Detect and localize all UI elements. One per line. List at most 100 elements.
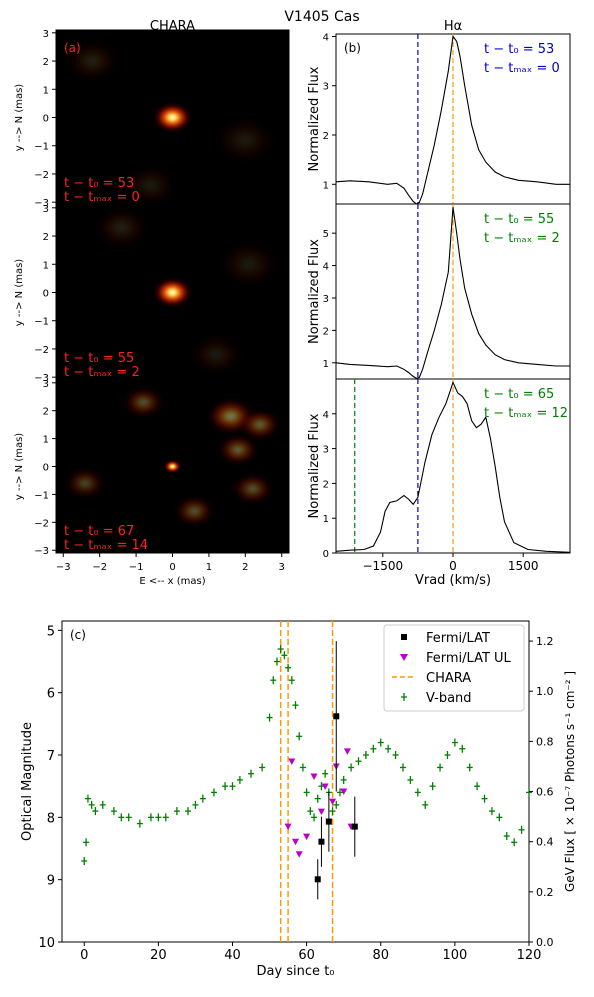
vband-point: [288, 676, 295, 685]
fermi-ul-marker: [317, 808, 325, 816]
y2-tick-label: 1.0: [536, 685, 554, 698]
vband-point: [307, 807, 314, 816]
chara-image-2: 3 2 1 0 −1 −2 −3 y --> N (mas) t − t₀ = 55t − tₘ…: [14, 204, 290, 384]
y-tick-label: −3: [34, 198, 49, 209]
x-tick-label: 0: [169, 562, 175, 573]
fermi-ul-marker: [310, 773, 318, 780]
y2-tick-label: 0.0: [536, 936, 554, 949]
x-tick-label: 80: [372, 948, 389, 963]
y-tick-label: 1: [43, 85, 49, 96]
vband-point: [92, 807, 99, 816]
vband-point: [84, 794, 91, 803]
image-blob: [63, 38, 122, 84]
vband-point: [377, 738, 384, 747]
vband-point: [277, 645, 284, 654]
y-axis-label: y --> N (mas): [14, 433, 25, 501]
fermi-marker: [351, 823, 358, 830]
vband-point: [340, 775, 347, 784]
fermi-ul-marker: [321, 783, 329, 791]
image-blob: [238, 407, 282, 442]
vband-point: [444, 751, 451, 760]
vband-point: [399, 763, 406, 772]
y-tick-label: 1: [323, 514, 329, 525]
vband-point: [503, 832, 510, 841]
y-axis-label: Normalized Flux: [307, 66, 322, 171]
x-tick-label: −1: [129, 562, 144, 573]
y-tick-label: 0: [43, 114, 49, 125]
fermi-ul-marker: [343, 748, 351, 755]
x-tick-label: 60: [298, 948, 315, 963]
vband-point: [526, 788, 532, 797]
y-tick-label: 0: [43, 463, 49, 474]
y-tick-label: −1: [34, 317, 49, 328]
image-blob: [163, 459, 182, 474]
y-axis-label: Normalized Flux: [307, 413, 322, 518]
y-axis-label: y --> N (mas): [14, 84, 25, 152]
vband-point: [414, 788, 421, 797]
y-tick-label: 3: [323, 82, 329, 93]
y-tick-label: 7: [47, 749, 55, 764]
x-tick-label: 40: [224, 948, 241, 963]
x-tick-label: −1500: [363, 559, 404, 573]
y-tick-label: 6: [47, 687, 55, 702]
vband-point: [314, 794, 321, 803]
y-tick-label: −2: [34, 345, 49, 356]
vband-point: [185, 807, 192, 816]
epoch-label: t − t₀ = 53: [64, 176, 134, 191]
chara-image-3: 3 2 1 0 −1 −2 −3 y --> N (mas) t − t₀ = 67t − tₘ…: [14, 379, 290, 557]
vband-point: [125, 813, 132, 822]
y-tick-label: 1: [323, 359, 329, 370]
y-tick-label: 2: [43, 232, 49, 243]
y-tick-label: 9: [47, 874, 55, 889]
y2-tick-label: 0.6: [536, 786, 554, 799]
epoch-label: t − t₀ = 65: [484, 387, 554, 402]
epoch-label: t − tₘₐₓ = 14: [64, 538, 148, 553]
spectrum-line: [335, 35, 570, 205]
x-tick-label: 100: [442, 948, 467, 963]
fermi-marker: [314, 876, 321, 883]
y-tick-label: 2: [43, 407, 49, 418]
y-tick-label: 2: [323, 479, 329, 490]
legend-marker: [400, 654, 408, 661]
fermi-ul-marker: [340, 788, 348, 796]
legend-marker: [401, 634, 407, 640]
vband-point: [299, 763, 306, 772]
x-tick-label: 120: [517, 948, 542, 963]
image-blob: [121, 385, 166, 420]
vband-point: [292, 701, 299, 710]
fermi-marker: [333, 713, 340, 720]
epoch-label: t − tₘₐₓ = 2: [484, 231, 560, 246]
y-tick-label: 3: [323, 445, 329, 456]
vband-point: [83, 838, 90, 847]
x-tick-label: 0: [449, 559, 457, 573]
x-tick-label: 3: [279, 562, 285, 573]
y-tick-label: −2: [34, 518, 49, 529]
image-blob: [230, 472, 275, 506]
figure-title: V1405 Cas: [284, 9, 359, 25]
image-blob: [92, 205, 151, 251]
spectrum-line: [335, 207, 570, 380]
y2-axis-label: GeV Flux [ × 10⁻⁷ Photons s⁻¹ cm⁻² ]: [563, 671, 577, 892]
image-blob: [172, 494, 217, 528]
image-blob: [216, 433, 260, 467]
vband-point: [259, 763, 266, 772]
vband-point: [110, 807, 117, 816]
vband-point: [459, 744, 466, 753]
y-axis-label: Optical Magnitude: [20, 722, 35, 841]
legend-box: [383, 624, 525, 712]
panel-label: (b): [344, 41, 361, 55]
vband-point: [222, 782, 229, 791]
legend-label: Fermi/LAT UL: [426, 651, 512, 666]
vband-point: [370, 744, 377, 753]
y-tick-label: 1: [43, 260, 49, 271]
vband-point: [173, 807, 180, 816]
fermi-ul-marker: [329, 798, 337, 806]
vband-point: [511, 838, 518, 847]
y-tick-label: 1: [323, 180, 329, 191]
epoch-label: t − tₘₐₓ = 0: [484, 61, 560, 76]
